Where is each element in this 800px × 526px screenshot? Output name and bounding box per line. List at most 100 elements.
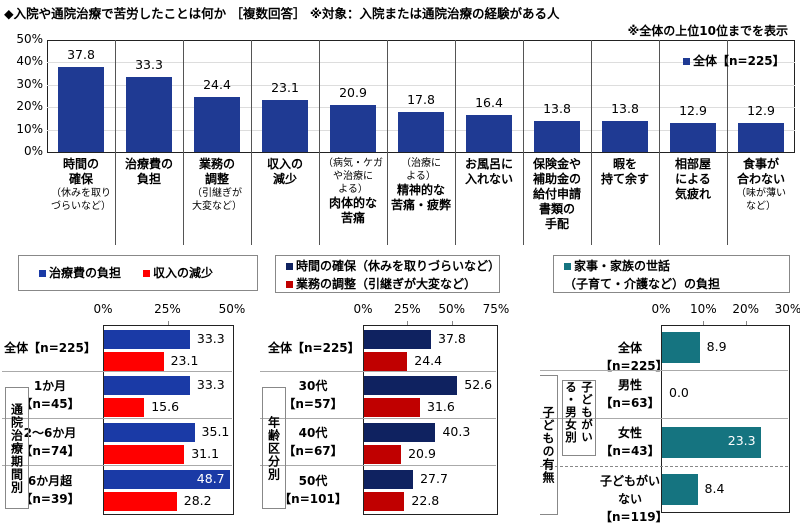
category-divider (591, 40, 592, 245)
legend-label: 全体【n=225】 (693, 54, 785, 68)
legend-item: 治療費の負担 (39, 264, 121, 282)
data-label: 27.7 (420, 470, 448, 486)
gridline (407, 321, 409, 325)
legend: 時間の確保（休みを取りづらいなど） 業務の調整（引継ぎが大変など） (275, 255, 500, 293)
data-label: 37.8 (438, 330, 466, 346)
category-label: 業務の 調整 （引継ぎが 大変など） (192, 157, 242, 212)
row-divider (260, 418, 496, 419)
x-tick-label: 50% (218, 302, 246, 316)
data-label: 40.3 (442, 423, 471, 439)
row-divider (2, 418, 232, 419)
data-label: 23.1 (170, 352, 199, 368)
data-label: 28.2 (183, 492, 212, 508)
row-label: 50代 【n=101】 (279, 474, 347, 506)
bar (662, 426, 761, 458)
bar (104, 423, 195, 442)
bar (364, 352, 408, 371)
bar (662, 474, 698, 505)
bar (104, 330, 190, 349)
category-divider (183, 40, 184, 245)
bar (262, 100, 308, 152)
row-label: 全体【n=225】 (4, 341, 96, 355)
data-label: 35.1 (201, 423, 230, 439)
data-label: 16.4 (475, 95, 503, 111)
bar (602, 121, 648, 152)
group-label: 子どもの有無 (540, 375, 558, 515)
x-tick-label: 0% (93, 302, 113, 316)
data-label: 48.7 (196, 470, 225, 486)
legend-item: 業務の調整（引継ぎが大変など） (286, 275, 489, 293)
legend-item: 家事・家族の世話 （子育て・介護など）の負担 (564, 259, 721, 291)
bar (364, 470, 414, 489)
category-divider (455, 40, 456, 245)
data-label: 20.9 (408, 445, 436, 461)
data-label: 33.3 (135, 57, 163, 73)
legend-swatch (564, 263, 571, 270)
x-tick-label: 30% (774, 302, 800, 316)
category-label: 治療費の 負担 (124, 157, 173, 186)
row-label: 40代 【n=67】 (283, 425, 343, 458)
bar (104, 376, 190, 395)
data-label: 37.8 (67, 47, 95, 63)
row-label: 1か月 【n=45】 (20, 378, 80, 411)
row-divider (540, 466, 788, 467)
bar (58, 67, 104, 152)
category-label: 暇を 持て余す (600, 157, 649, 186)
data-label: 22.8 (411, 492, 440, 508)
bar (104, 492, 177, 511)
bar (364, 330, 432, 349)
x-tick-label: 20% (732, 302, 759, 316)
bar (670, 123, 716, 152)
subgroup-label: 子どもがいる・男女別 (562, 380, 596, 456)
bar (126, 77, 172, 152)
category-divider (387, 40, 388, 245)
bar (534, 121, 580, 152)
category-label: （治療に よる） 精神的な 苦痛・疲弊 (390, 158, 451, 212)
row-label: 全体【n=225】 (268, 341, 360, 355)
category-divider (523, 40, 524, 245)
x-tick-label: 25% (393, 302, 421, 316)
row-label: 男性 【n=63】 (600, 378, 660, 410)
category-label: 食事が 合わない （味が薄い など） (736, 157, 786, 212)
x-tick-label: 0% (651, 302, 671, 316)
data-label: 20.9 (339, 85, 367, 101)
legend: 治療費の負担 収入の減少 (18, 255, 258, 291)
bar (104, 352, 164, 371)
category-label: 保険金や 補助金の 給付申請 書類の 手配 (532, 157, 581, 231)
legend-item: 時間の確保（休みを取りづらいなど） (286, 257, 500, 275)
category-label: 時間の 確保 （休みを取り づらいなど） (51, 157, 111, 212)
gridline (167, 321, 169, 325)
bar (364, 445, 402, 464)
data-label: 17.8 (407, 92, 435, 108)
category-divider (659, 40, 660, 245)
bar (364, 376, 458, 395)
data-label: 52.6 (464, 376, 493, 392)
data-label: 0.0 (669, 385, 689, 400)
data-label: 12.9 (679, 103, 707, 119)
legend-swatch (143, 270, 151, 277)
gridline (47, 62, 795, 64)
bar (738, 123, 784, 152)
bar (330, 105, 376, 152)
row-divider (260, 371, 496, 372)
category-divider (115, 40, 116, 245)
y-tick-label: 50% (16, 32, 43, 46)
x-tick-label: 10% (689, 302, 717, 316)
category-label: お風呂に 入れない (464, 157, 513, 186)
category-label: 相部屋 による 気疲れ (674, 157, 711, 201)
legend: 全体【n=225】 (683, 52, 785, 69)
data-label: 8.9 (706, 338, 727, 354)
bar (104, 445, 185, 464)
bar (104, 470, 230, 489)
row-label: 子どもがいない 【n=119】 (600, 473, 668, 524)
legend-swatch (286, 281, 293, 288)
row-label: 女性 【n=43】 (600, 426, 660, 458)
legend-item: 収入の減少 (143, 264, 213, 282)
data-label: 8.4 (704, 480, 725, 496)
data-label: 13.8 (611, 101, 639, 117)
y-tick-label: 0% (23, 144, 43, 158)
data-label: 33.3 (196, 330, 225, 346)
row-label: 30代 【n=57】 (283, 378, 343, 411)
gridline (745, 321, 747, 325)
bar (194, 97, 240, 152)
